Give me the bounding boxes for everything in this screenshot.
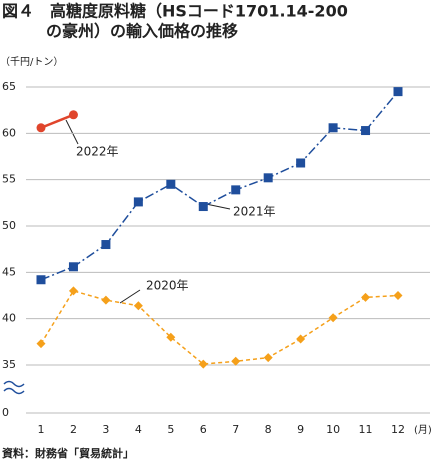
series-line bbox=[40, 91, 399, 281]
marker bbox=[328, 313, 338, 323]
marker bbox=[231, 356, 241, 366]
chart-title: 図４ 高糖度原料糖（HSコード1701.14-200 bbox=[2, 2, 348, 21]
marker bbox=[36, 339, 46, 349]
y-tick-label: 45 bbox=[2, 265, 16, 278]
x-tick-label: 7 bbox=[232, 423, 239, 436]
legend-label: 2021年 bbox=[233, 205, 276, 219]
y-tick-label: 35 bbox=[2, 358, 16, 371]
marker bbox=[263, 353, 273, 363]
y-tick-label: 40 bbox=[2, 312, 16, 325]
marker bbox=[101, 240, 111, 250]
marker bbox=[166, 332, 176, 342]
marker bbox=[133, 197, 143, 207]
x-tick-label: 12 bbox=[391, 423, 405, 436]
x-tick-label: 5 bbox=[167, 423, 174, 436]
marker bbox=[198, 202, 208, 212]
marker bbox=[263, 173, 273, 183]
x-tick-label: 10 bbox=[326, 423, 340, 436]
x-tick-label: 6 bbox=[200, 423, 207, 436]
x-tick-label: 4 bbox=[135, 423, 142, 436]
y-tick-label: 0 bbox=[2, 406, 9, 419]
source: 資料：財務省「貿易統計」 bbox=[2, 446, 134, 460]
marker bbox=[361, 292, 371, 302]
leader-line bbox=[205, 203, 231, 210]
y-tick-label: 60 bbox=[2, 126, 16, 139]
marker bbox=[68, 110, 78, 120]
series-line bbox=[40, 113, 74, 129]
marker bbox=[393, 291, 403, 300]
x-axis-unit: (月) bbox=[414, 424, 432, 436]
leader-line bbox=[119, 289, 141, 304]
series-line bbox=[40, 289, 399, 365]
x-tick-label: 1 bbox=[38, 423, 45, 436]
y-axis-unit: （千円/トン） bbox=[0, 56, 63, 68]
x-tick-label: 3 bbox=[102, 423, 109, 436]
marker bbox=[296, 334, 306, 344]
leader-line bbox=[65, 119, 79, 145]
y-tick-label: 50 bbox=[2, 219, 16, 232]
marker bbox=[296, 158, 306, 168]
marker bbox=[68, 286, 78, 296]
y-tick-label: 65 bbox=[2, 80, 16, 93]
chart-title: の豪州）の輸入価格の推移 bbox=[46, 22, 238, 41]
legend-label: 2022年 bbox=[76, 145, 119, 159]
marker bbox=[198, 359, 208, 369]
x-tick-label: 11 bbox=[359, 423, 373, 436]
x-tick-label: 9 bbox=[297, 423, 304, 436]
legend-label: 2020年 bbox=[146, 279, 189, 293]
x-tick-label: 2 bbox=[70, 423, 77, 436]
marker bbox=[36, 123, 46, 133]
marker bbox=[133, 301, 143, 311]
marker bbox=[328, 123, 338, 133]
y-tick-label: 55 bbox=[2, 173, 16, 186]
marker bbox=[361, 126, 371, 136]
marker bbox=[393, 87, 403, 97]
marker bbox=[101, 295, 111, 305]
axis-break bbox=[3, 380, 25, 395]
marker bbox=[166, 179, 176, 189]
x-tick-label: 8 bbox=[265, 423, 272, 436]
marker bbox=[68, 262, 78, 272]
marker bbox=[231, 185, 241, 195]
marker bbox=[36, 275, 46, 285]
